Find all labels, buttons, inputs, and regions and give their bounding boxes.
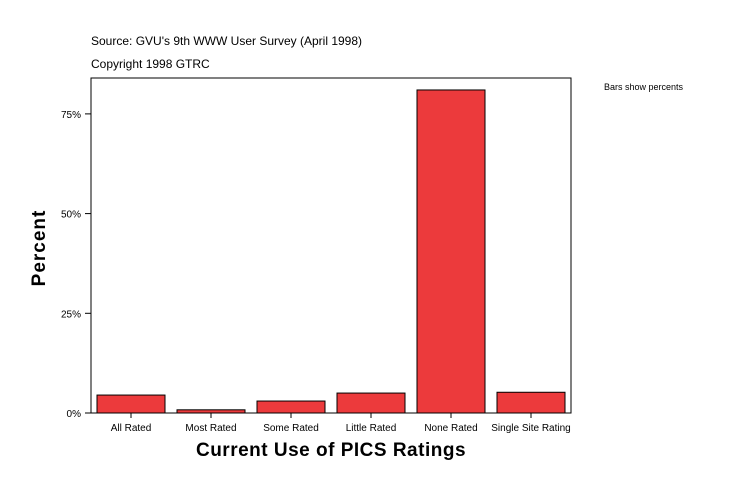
bars-note: Bars show percents [604, 82, 684, 92]
x-axis-label: Current Use of PICS Ratings [195, 440, 467, 461]
y-tick-label: 25% [61, 309, 81, 320]
x-tick-label: Little Rated [346, 423, 397, 434]
source-text: Source: GVU's 9th WWW User Survey (April… [91, 34, 363, 48]
y-tick-label: 0% [67, 409, 82, 420]
y-axis-label: Percent [29, 209, 50, 287]
bar [336, 392, 406, 414]
bar [416, 89, 486, 414]
x-tick-label: Some Rated [263, 423, 319, 434]
x-tick-label: Most Rated [185, 423, 236, 434]
x-tick-label: Single Site Rating [491, 423, 571, 434]
y-tick-label: 75% [61, 110, 81, 121]
x-tick-label: All Rated [111, 423, 152, 434]
bar [256, 400, 326, 414]
bar [496, 391, 566, 414]
bar [96, 394, 166, 414]
y-tick-label: 50% [61, 210, 81, 221]
bar [176, 409, 246, 414]
plot-frame [90, 77, 572, 414]
x-tick-label: None Rated [424, 423, 477, 434]
copyright-text: Copyright 1998 GTRC [91, 57, 210, 71]
